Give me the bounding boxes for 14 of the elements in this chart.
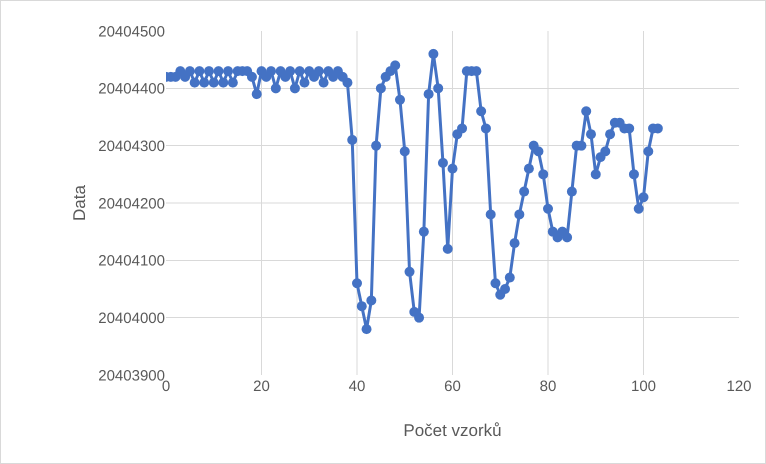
x-axis-title: Počet vzorků: [403, 421, 502, 440]
y-tick-label: 20404400: [98, 80, 165, 98]
y-tick-label: 20404500: [98, 23, 165, 40]
x-tick-label: 60: [444, 378, 461, 395]
x-tick-label: 120: [726, 378, 752, 395]
y-tick-label: 20404100: [98, 252, 165, 270]
y-tick-label: 20404000: [98, 310, 165, 327]
x-tick-label: 40: [348, 378, 366, 395]
x-tick-label: 20: [253, 378, 270, 395]
x-tick-label: 80: [540, 378, 556, 395]
y-axis-title: Data: [70, 184, 89, 221]
y-tick-label: 20404300: [98, 138, 165, 155]
y-tick-label: 20404200: [98, 195, 165, 212]
x-tick-label: 100: [630, 378, 656, 395]
